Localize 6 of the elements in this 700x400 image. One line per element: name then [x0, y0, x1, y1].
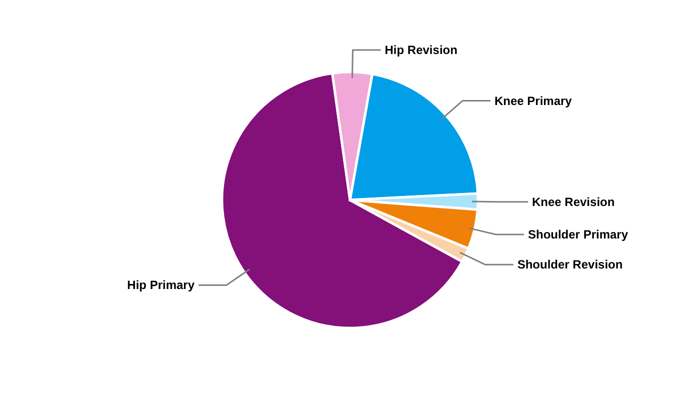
slice-label: Knee Primary — [494, 94, 572, 108]
slice-label: Hip Primary — [127, 278, 195, 292]
slice-label: Hip Revision — [384, 43, 458, 58]
slice-label: Knee Revision — [532, 194, 615, 209]
slice-label: Shoulder Primary — [528, 227, 628, 242]
slice-label: Shoulder Revision — [517, 258, 623, 272]
